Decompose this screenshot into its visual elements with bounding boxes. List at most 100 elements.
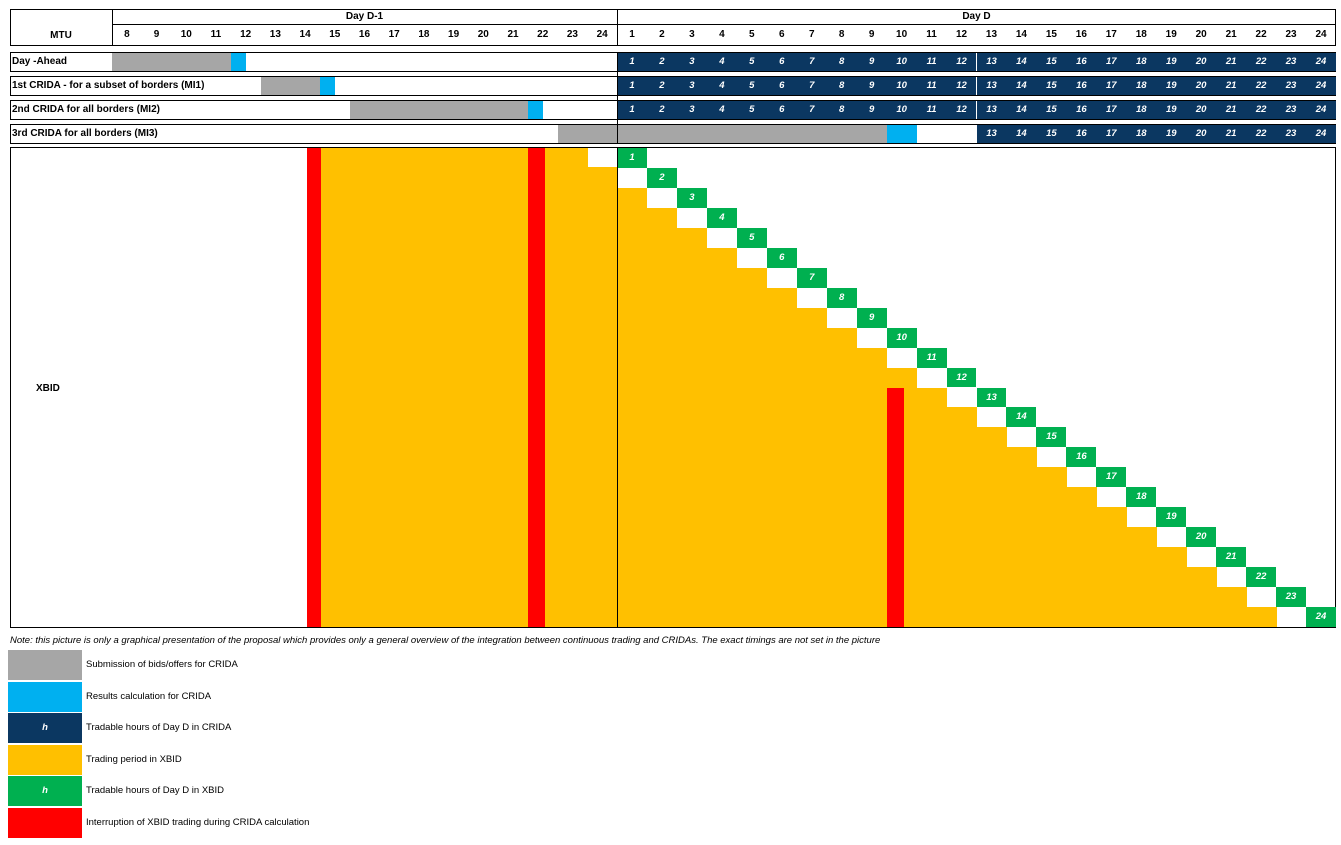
mtu-hour-prev: 9 bbox=[153, 29, 160, 40]
xbid-trading-d bbox=[1036, 467, 1067, 627]
xbid-tradable-hour: 14 bbox=[1006, 407, 1037, 428]
xbid-tradable-hour: 17 bbox=[1096, 467, 1127, 488]
crida-tradable-hour: 2 bbox=[646, 53, 677, 71]
header-divider-day bbox=[617, 9, 618, 46]
crida-tradable-hour: 7 bbox=[796, 53, 827, 71]
crida-tradable-hour: 24 bbox=[1306, 77, 1336, 95]
crida-tradable-hour: 20 bbox=[1186, 101, 1217, 119]
crida-tradable-hour: 5 bbox=[736, 77, 767, 95]
header-divider-left bbox=[112, 9, 113, 46]
xbid-trading-d bbox=[1096, 507, 1127, 627]
xbid-trading-d bbox=[1186, 567, 1217, 627]
crida-tradable-hour: 12 bbox=[946, 101, 977, 119]
crida-tradable-hour: 19 bbox=[1156, 101, 1187, 119]
crida-tradable-hour: 13 bbox=[976, 77, 1007, 95]
mtu-hour-d: 20 bbox=[1195, 29, 1207, 40]
header-divider-mid bbox=[112, 24, 1336, 25]
crida-tradable-hour: 20 bbox=[1186, 125, 1217, 143]
crida-tradable-hour: 2 bbox=[646, 101, 677, 119]
xbid-trading-d bbox=[1066, 487, 1097, 627]
interruption-bar bbox=[306, 148, 321, 627]
crida-tradable-hour: 22 bbox=[1246, 125, 1277, 143]
mtu-hour-d: 5 bbox=[749, 29, 755, 40]
crida-tradable-hour: 18 bbox=[1126, 53, 1157, 71]
mtu-hour-d: 24 bbox=[1315, 29, 1327, 40]
diagram-note: Note: this picture is only a graphical p… bbox=[10, 635, 881, 646]
mtu-hour-d: 11 bbox=[926, 29, 937, 40]
submission-bar bbox=[112, 53, 231, 71]
mtu-hour-d: 23 bbox=[1285, 29, 1297, 40]
crida-tradable-hour: 22 bbox=[1246, 53, 1277, 71]
crida-row-label: 2nd CRIDA for all borders (MI2) bbox=[12, 104, 160, 115]
submission-bar bbox=[349, 101, 528, 119]
mtu-hour-prev: 14 bbox=[299, 29, 311, 40]
crida-tradable-hour: 6 bbox=[766, 101, 797, 119]
crida-tradable-hour: 23 bbox=[1276, 53, 1307, 71]
legend-label-cridaTradable: Tradable hours of Day D in CRIDA bbox=[86, 722, 232, 733]
crida-tradable-hour: 18 bbox=[1126, 77, 1157, 95]
legend-label-xbidTradable: Tradable hours of Day D in XBID bbox=[86, 785, 224, 796]
crida-tradable-hour: 1 bbox=[617, 101, 647, 119]
xbid-trading-d bbox=[916, 387, 948, 627]
xbid-trading-d bbox=[1126, 527, 1157, 627]
xbid-trading-d bbox=[736, 267, 768, 627]
crida-tradable-hour: 4 bbox=[706, 53, 737, 71]
crida-tradable-hour: 12 bbox=[946, 53, 977, 71]
xbid-tradable-hour: 20 bbox=[1186, 527, 1217, 548]
crida-tradable-hour: 7 bbox=[796, 77, 827, 95]
crida-tradable-hour: 16 bbox=[1066, 77, 1097, 95]
crida-tradable-hour: 14 bbox=[1006, 101, 1037, 119]
legend-swatch-xbidTradable: h bbox=[8, 776, 82, 806]
crida-tradable-hour: 2 bbox=[646, 77, 677, 95]
crida-tradable-hour: 22 bbox=[1246, 101, 1277, 119]
legend-label-submission: Submission of bids/offers for CRIDA bbox=[86, 659, 238, 670]
mtu-hour-prev: 8 bbox=[124, 29, 130, 40]
legend: Submission of bids/offers for CRIDA Resul… bbox=[0, 650, 600, 845]
crida-tradable-hour: 7 bbox=[796, 101, 827, 119]
crida-tradable-hour: 19 bbox=[1156, 125, 1187, 143]
crida-tradable-hour: 19 bbox=[1156, 77, 1187, 95]
xbid-tradable-hour: 3 bbox=[676, 187, 707, 208]
day-prev-label: Day D-1 bbox=[345, 11, 384, 22]
crida-tradable-hour: 23 bbox=[1276, 101, 1307, 119]
xbid-tradable-hour: 2 bbox=[646, 167, 677, 188]
crida-tradable-hour: 19 bbox=[1156, 53, 1187, 71]
mtu-label: MTU bbox=[50, 30, 72, 41]
mtu-hour-d: 7 bbox=[808, 29, 815, 40]
results-bar bbox=[230, 53, 246, 71]
mtu-hour-d: 21 bbox=[1225, 29, 1237, 40]
mtu-hour-prev: 13 bbox=[269, 29, 281, 40]
xbid-trading-d bbox=[1246, 607, 1277, 627]
crida-tradable-hour: 21 bbox=[1216, 125, 1247, 143]
crida-tradable-hour: 13 bbox=[976, 125, 1007, 143]
crida-tradable-hour: 17 bbox=[1096, 77, 1127, 95]
crida-tradable-hour: 23 bbox=[1276, 77, 1307, 95]
crida-tradable-hour: 24 bbox=[1306, 53, 1336, 71]
xbid-tradable-hour: 12 bbox=[946, 367, 977, 388]
mtu-hour-d: 14 bbox=[1015, 29, 1027, 40]
crida-tradable-hour: 24 bbox=[1306, 101, 1336, 119]
crida-tradable-hour: 13 bbox=[976, 53, 1007, 71]
mtu-hour-prev: 21 bbox=[507, 29, 519, 40]
crida-tradable-hour: 5 bbox=[736, 53, 767, 71]
crida-row-label: 3rd CRIDA for all borders (MI3) bbox=[12, 128, 158, 139]
timeline-diagram: MTU Day D-1 Day D 8 9 10 11 12 13 14 15 16 17 18 19 20 2… bbox=[10, 9, 1336, 628]
mtu-hour-d: 8 bbox=[838, 29, 845, 40]
legend-label-results: Results calculation for CRIDA bbox=[86, 690, 212, 702]
xbid-trading-prev bbox=[319, 148, 588, 627]
crida-tradable-hour: 22 bbox=[1246, 77, 1277, 95]
xbid-label: XBID bbox=[36, 383, 60, 394]
xbid-trading-d bbox=[1006, 447, 1037, 627]
xbid-tradable-hour: 23 bbox=[1276, 587, 1307, 608]
mtu-hour-d: 18 bbox=[1135, 29, 1147, 40]
xbid-tradable-hour: 22 bbox=[1246, 567, 1277, 588]
interruption-bar bbox=[527, 148, 545, 627]
xbid-tradable-hour: 24 bbox=[1306, 607, 1336, 627]
xbid-trading-d bbox=[646, 207, 678, 627]
xbid-tradable-hour: 8 bbox=[826, 287, 857, 308]
crida-tradable-hour: 6 bbox=[766, 77, 797, 95]
xbid-trading-d bbox=[706, 247, 738, 627]
crida-tradable-hour: 6 bbox=[766, 53, 797, 71]
mtu-hour-prev: 19 bbox=[448, 29, 460, 40]
crida-tradable-hour: 20 bbox=[1186, 53, 1217, 71]
